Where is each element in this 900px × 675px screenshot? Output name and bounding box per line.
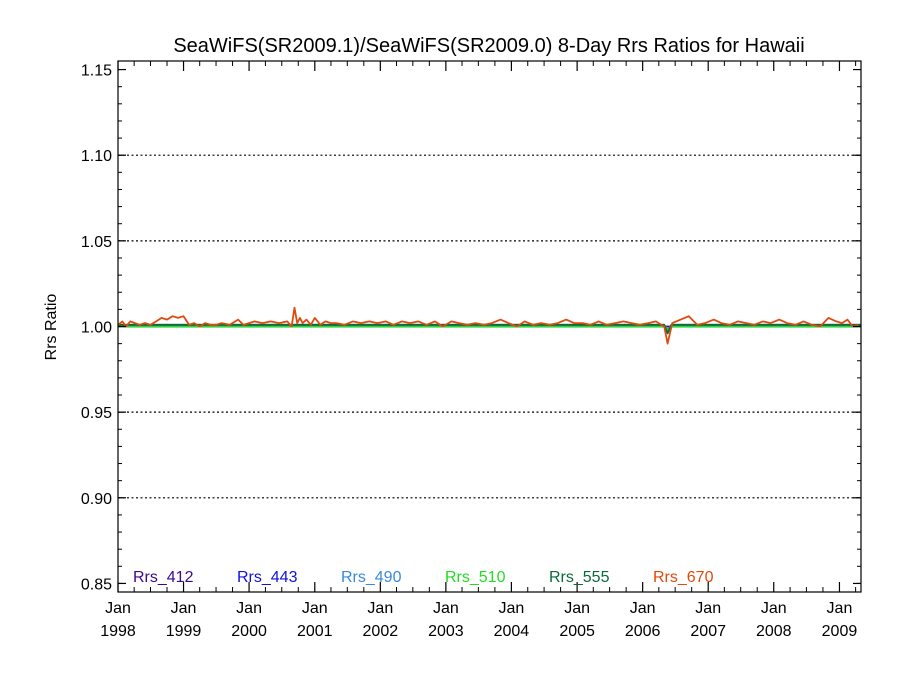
x-tick-label-year: 2001: [297, 623, 333, 640]
x-tick-label-month: Jan: [827, 600, 853, 617]
x-tick-label-month: Jan: [367, 600, 393, 617]
x-tick-label-month: Jan: [630, 600, 656, 617]
legend: Rrs_412 Rrs_443 Rrs_490 Rrs_510 Rrs_555 Rrs_6…: [133, 569, 714, 586]
x-tick-label-year: 2005: [559, 623, 595, 640]
x-tick-label-year: 2008: [756, 623, 792, 640]
y-axis-label: Rrs Ratio: [43, 294, 60, 361]
y-tick-label: 1.05: [81, 234, 112, 251]
x-tick-label-month: Jan: [761, 600, 787, 617]
x-tick-label-year: 1999: [166, 623, 202, 640]
x-tick-label-year: 2009: [822, 623, 858, 640]
y-tick-label: 1.00: [81, 320, 112, 337]
x-tick-label-month: Jan: [433, 600, 459, 617]
x-tick-label-month: Jan: [302, 600, 328, 617]
legend-entry-rrs-555: Rrs_555: [549, 569, 610, 586]
x-tick-label-year: 1998: [100, 623, 136, 640]
y-tick-label: 0.85: [81, 576, 112, 593]
legend-entry-rrs-510: Rrs_510: [445, 569, 506, 586]
axis-ticks: 0.85 0.90 0.95 1.00 1.05 1.10 1.15 Jan 1998 Jan 19…: [81, 61, 861, 640]
y-tick-label: 0.95: [81, 405, 112, 422]
legend-entry-rrs-412: Rrs_412: [133, 569, 194, 586]
x-tick-label-month: Jan: [564, 600, 590, 617]
legend-entry-rrs-670: Rrs_670: [653, 569, 714, 586]
data-series: [117, 306, 861, 345]
x-tick-label-month: Jan: [236, 600, 262, 617]
x-tick-label-month: Jan: [171, 600, 197, 617]
chart-title: SeaWiFS(SR2009.1)/SeaWiFS(SR2009.0) 8-Da…: [173, 35, 804, 57]
legend-entry-rrs-490: Rrs_490: [341, 569, 402, 586]
x-tick-label-year: 2006: [625, 623, 661, 640]
x-tick-label-year: 2007: [690, 623, 726, 640]
series-line-rrs-670: [117, 306, 859, 345]
x-tick-label-year: 2002: [363, 623, 399, 640]
x-tick-label-month: Jan: [499, 600, 525, 617]
y-tick-label: 1.15: [81, 63, 112, 80]
x-tick-label-month: Jan: [105, 600, 131, 617]
x-tick-label-year: 2004: [494, 623, 530, 640]
legend-entry-rrs-443: Rrs_443: [237, 569, 298, 586]
y-tick-label: 1.10: [81, 148, 112, 165]
y-tick-label: 0.90: [81, 491, 112, 508]
series-line-rrs-510: [118, 325, 861, 331]
x-tick-label-year: 2003: [428, 623, 464, 640]
x-tick-label-year: 2000: [231, 623, 267, 640]
x-tick-label-month: Jan: [695, 600, 721, 617]
